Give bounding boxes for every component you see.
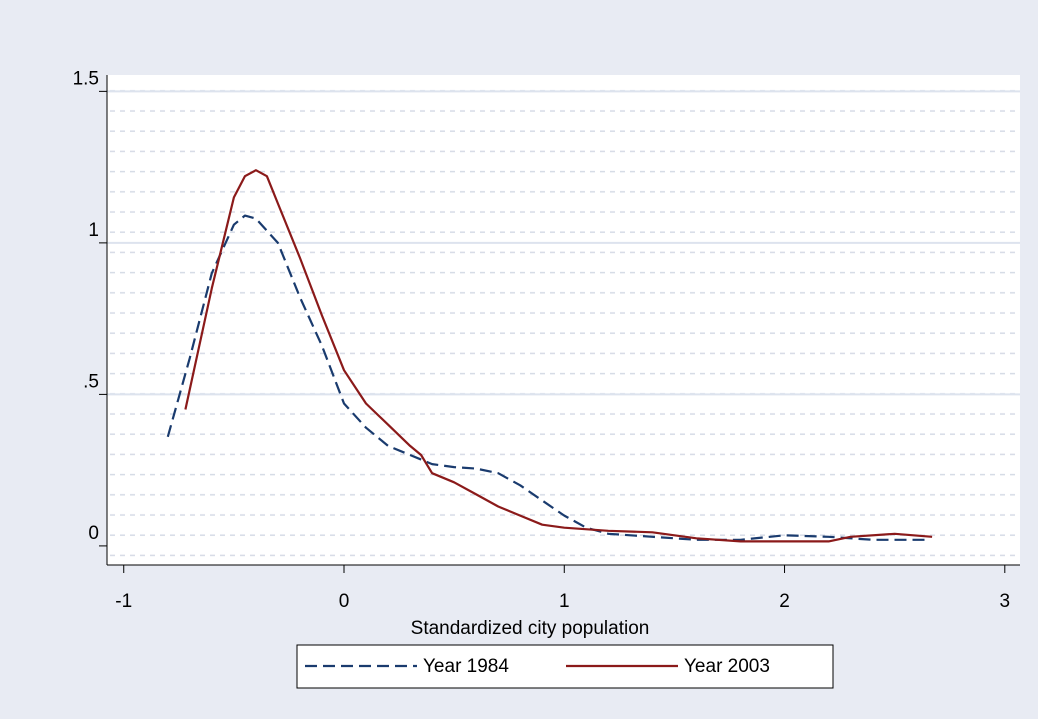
line-series bbox=[184, 169, 933, 543]
x-tick-label: -1 bbox=[115, 591, 132, 612]
x-tick-label: 2 bbox=[779, 591, 790, 612]
x-tick-label: 0 bbox=[339, 591, 350, 612]
legend-label: Year 2003 bbox=[684, 656, 770, 677]
legend-label: Year 1984 bbox=[423, 656, 509, 677]
y-tick-label: 1 bbox=[88, 220, 99, 241]
minor-grid bbox=[107, 75, 1020, 565]
y-tick-label: 1.5 bbox=[73, 68, 99, 89]
x-axis-title: Standardized city population bbox=[411, 618, 650, 639]
y-tick-label: 0 bbox=[88, 523, 99, 544]
x-tick-label: 3 bbox=[1000, 591, 1011, 612]
y-tick-label: .5 bbox=[83, 371, 99, 392]
line-series bbox=[166, 214, 928, 541]
x-tick-label: 1 bbox=[559, 591, 570, 612]
